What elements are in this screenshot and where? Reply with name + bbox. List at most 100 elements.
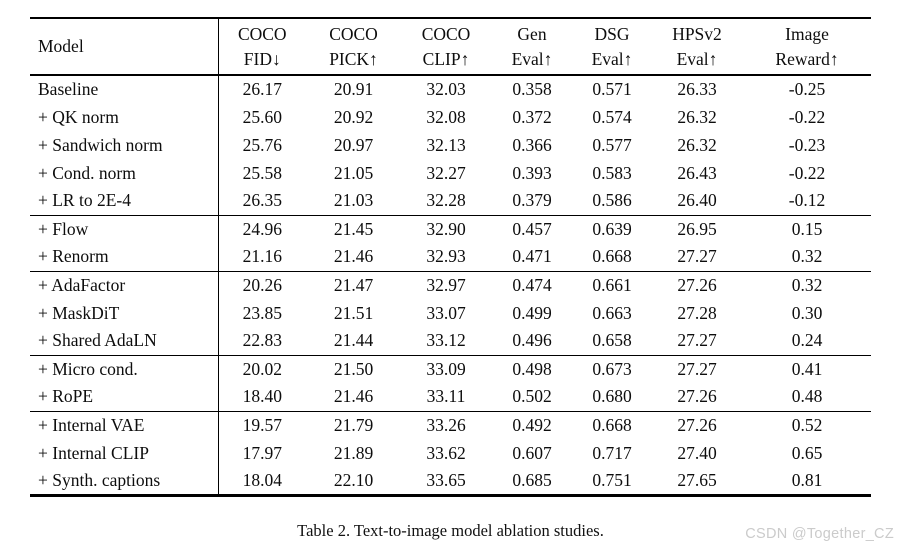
model-cell: + LR to 2E-4 xyxy=(30,187,219,215)
value-cell: 0.680 xyxy=(592,386,632,407)
model-cell: Baseline xyxy=(30,75,219,103)
value-cell: 0.673 xyxy=(592,358,632,379)
column-header-line1: COCO xyxy=(329,23,378,44)
value-cell: 33.62 xyxy=(426,442,466,463)
value-cell: 0.685 xyxy=(512,469,552,490)
table-row: + Renorm 21.16 21.46 32.93 0.471 0.668 27.27 0.… xyxy=(30,243,871,271)
value-cell: 20.92 xyxy=(333,106,374,127)
value-cell: 0.577 xyxy=(592,134,632,155)
value-cell: 0.668 xyxy=(592,246,632,267)
model-cell: + Cond. norm xyxy=(30,159,219,187)
table-row: + Internal VAE 19.57 21.79 33.26 0.492 0.668 2… xyxy=(30,411,871,439)
column-header-metric: DSG Eval↑ xyxy=(573,18,651,75)
value-cell: 32.90 xyxy=(426,218,466,239)
value-cell: 21.44 xyxy=(333,330,374,351)
value-cell: 21.50 xyxy=(333,358,374,379)
value-cell: 27.27 xyxy=(677,358,717,379)
column-header-line1: Gen xyxy=(517,23,547,44)
value-cell: 21.89 xyxy=(333,442,374,463)
table-row: + Micro cond. 20.02 21.50 33.09 0.498 0.673 27… xyxy=(30,355,871,383)
value-cell: 0.32 xyxy=(791,274,823,295)
value-cell: 32.03 xyxy=(426,79,466,99)
value-cell: 33.11 xyxy=(426,386,466,407)
value-cell: 22.83 xyxy=(242,330,282,351)
model-cell: + QK norm xyxy=(30,103,219,131)
value-cell: 0.498 xyxy=(512,358,552,379)
value-cell: 0.658 xyxy=(592,330,632,351)
value-cell: 27.27 xyxy=(677,330,717,351)
value-cell: 32.27 xyxy=(426,162,466,183)
value-cell: 0.499 xyxy=(512,302,552,323)
table-row: + Sandwich norm 25.76 20.97 32.13 0.366 0.577… xyxy=(30,131,871,159)
table-row: + Cond. norm 25.58 21.05 32.27 0.393 0.583 26.… xyxy=(30,159,871,187)
column-header-line1: COCO xyxy=(421,23,471,44)
value-cell: 0.32 xyxy=(791,246,823,267)
value-cell: 18.04 xyxy=(242,469,282,490)
column-header-line1: HPSv2 xyxy=(672,23,722,44)
value-cell: 0.81 xyxy=(791,469,823,490)
paper-table-region: Model COCO FID↓ COCO PICK↑ COCO CLIP↑ Gen Eval↑ D… xyxy=(30,17,871,497)
value-cell: 0.639 xyxy=(592,218,632,239)
column-header-metric: COCO FID↓ xyxy=(218,18,306,75)
table-row: + LR to 2E-4 26.35 21.03 32.28 0.379 0.586 26.… xyxy=(30,187,871,215)
column-header-line2: Eval↑ xyxy=(676,48,718,69)
value-cell: 21.45 xyxy=(333,218,374,239)
column-header-line2: Reward↑ xyxy=(775,48,839,69)
table-group-3: + AdaFactor 20.26 21.47 32.97 0.474 0.661 27.2… xyxy=(30,271,871,355)
value-cell: 21.47 xyxy=(333,274,374,295)
table-row: + Synth. captions 18.04 22.10 33.65 0.685 0.7… xyxy=(30,467,871,495)
value-cell: 20.26 xyxy=(242,274,282,295)
column-header-line1: DSG xyxy=(594,23,630,44)
value-cell: 20.02 xyxy=(242,358,282,379)
table-group-2: + Flow 24.96 21.45 32.90 0.457 0.639 26.95 0.15… xyxy=(30,215,871,271)
value-cell: 0.661 xyxy=(592,274,632,295)
value-cell: 26.43 xyxy=(677,162,717,183)
model-cell: + Renorm xyxy=(30,243,219,271)
column-header-line2: PICK↑ xyxy=(329,48,378,69)
table-row: + QK norm 25.60 20.92 32.08 0.372 0.574 26.32 -… xyxy=(30,103,871,131)
column-header-line1: COCO xyxy=(237,23,287,44)
table-row: + Shared AdaLN 22.83 21.44 33.12 0.496 0.658 2… xyxy=(30,327,871,355)
value-cell: 0.586 xyxy=(592,190,632,211)
value-cell: -0.12 xyxy=(788,190,826,211)
value-cell: -0.25 xyxy=(788,79,826,99)
value-cell: 26.32 xyxy=(677,106,717,127)
value-cell: 0.30 xyxy=(791,302,823,323)
table-header-row: Model COCO FID↓ COCO PICK↑ COCO CLIP↑ Gen Eval↑ D… xyxy=(30,18,871,75)
model-cell: + Internal CLIP xyxy=(30,439,219,467)
value-cell: 0.366 xyxy=(512,134,552,155)
value-cell: 0.668 xyxy=(592,414,632,435)
column-header-line2: FID↓ xyxy=(243,48,281,69)
value-cell: 32.93 xyxy=(426,246,466,267)
table-caption: Table 2. Text-to-image model ablation st… xyxy=(297,521,604,540)
model-cell: + Internal VAE xyxy=(30,411,219,439)
value-cell: 33.12 xyxy=(426,330,466,351)
model-cell: + Synth. captions xyxy=(30,467,219,495)
value-cell: 25.60 xyxy=(242,106,282,127)
value-cell: 33.26 xyxy=(426,414,466,435)
value-cell: 27.26 xyxy=(677,414,717,435)
watermark-text: CSDN @Together_CZ xyxy=(745,526,894,542)
table-header: Model COCO FID↓ COCO PICK↑ COCO CLIP↑ Gen Eval↑ D… xyxy=(30,18,871,75)
value-cell: 0.663 xyxy=(592,302,632,323)
column-header-model: Model xyxy=(30,18,219,75)
value-cell: -0.23 xyxy=(788,134,826,155)
value-cell: 18.40 xyxy=(242,386,282,407)
value-cell: 25.76 xyxy=(242,134,282,155)
column-header-metric: HPSv2 Eval↑ xyxy=(651,18,743,75)
value-cell: 0.15 xyxy=(791,218,823,239)
column-header-metric: COCO PICK↑ xyxy=(306,18,401,75)
value-cell: 0.393 xyxy=(512,162,552,183)
model-cell: + Flow xyxy=(30,215,219,243)
value-cell: 0.583 xyxy=(592,162,632,183)
column-header-line2: Eval↑ xyxy=(591,48,633,69)
table-group-1: Baseline 26.17 20.91 32.03 0.358 0.571 26.33 -0… xyxy=(30,75,871,215)
value-cell: 21.46 xyxy=(333,246,374,267)
value-cell: 0.574 xyxy=(592,106,632,127)
value-cell: 25.58 xyxy=(242,162,282,183)
value-cell: 0.379 xyxy=(512,190,552,211)
column-header-metric: COCO CLIP↑ xyxy=(401,18,491,75)
value-cell: 32.97 xyxy=(426,274,466,295)
table-group-4: + Micro cond. 20.02 21.50 33.09 0.498 0.673 27… xyxy=(30,355,871,411)
value-cell: 27.40 xyxy=(677,442,717,463)
